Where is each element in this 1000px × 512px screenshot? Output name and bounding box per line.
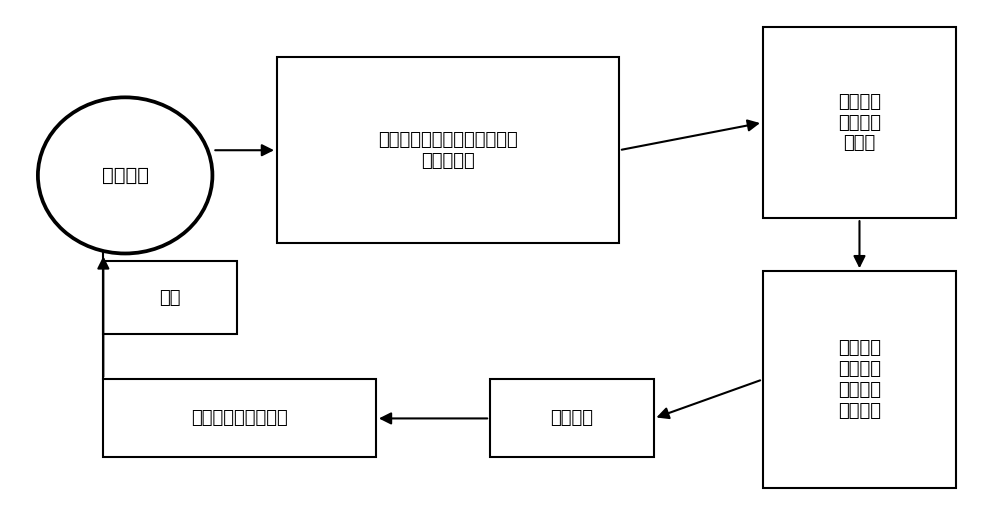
Text: 数据表格: 数据表格 — [102, 166, 149, 185]
Bar — [763, 271, 956, 488]
Text: 地表沉降
监测是监
测的主要
内容之一: 地表沉降 监测是监 测的主要 内容之一 — [838, 339, 881, 420]
Bar — [763, 27, 956, 218]
Bar — [277, 57, 619, 243]
Bar — [103, 379, 376, 457]
Text: 提取地铁隧道勘察、施工及支
护有关参数: 提取地铁隧道勘察、施工及支 护有关参数 — [378, 131, 518, 169]
Text: 监测数据分析、处理: 监测数据分析、处理 — [191, 410, 288, 428]
Bar — [490, 379, 654, 457]
Text: 存入: 存入 — [160, 289, 181, 307]
Bar — [103, 261, 237, 334]
Text: 监测断面
及监测点
的设计: 监测断面 及监测点 的设计 — [838, 93, 881, 153]
Ellipse shape — [38, 97, 212, 253]
Text: 监测方法: 监测方法 — [550, 410, 593, 428]
